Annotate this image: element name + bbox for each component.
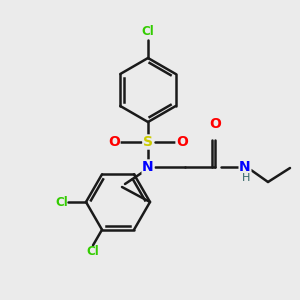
Text: O: O bbox=[108, 135, 120, 149]
Text: O: O bbox=[176, 135, 188, 149]
Text: Cl: Cl bbox=[56, 196, 68, 208]
Text: S: S bbox=[143, 135, 153, 149]
Text: N: N bbox=[142, 160, 154, 174]
Text: H: H bbox=[242, 173, 250, 183]
Text: Cl: Cl bbox=[142, 25, 154, 38]
Text: N: N bbox=[239, 160, 251, 174]
Text: O: O bbox=[209, 117, 221, 131]
Text: Cl: Cl bbox=[87, 245, 99, 258]
